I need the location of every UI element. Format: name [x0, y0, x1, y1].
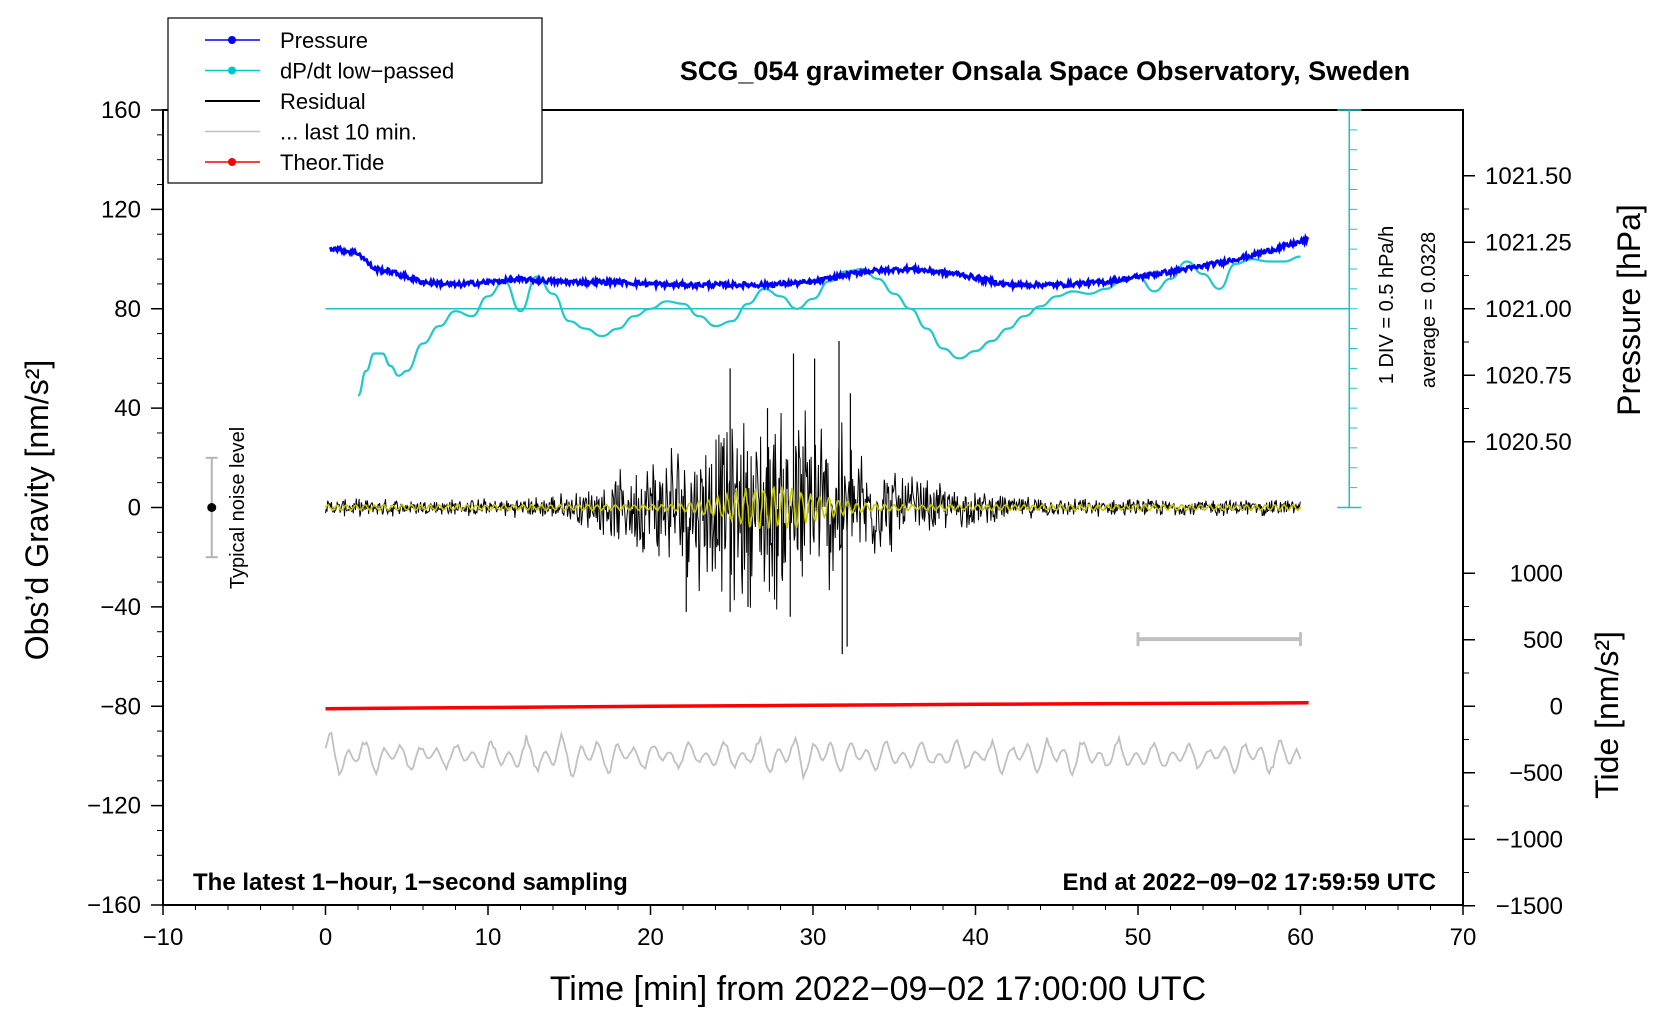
legend-marker [228, 158, 236, 166]
y-axis-title-left: Obs’d Gravity [nm/s²] [19, 360, 55, 661]
pressure-tick-label: 1021.00 [1485, 296, 1572, 323]
axis-layer: −10 0 10 20 30 40 50 60 70 160 120 80 40 0 −40 −80 −120 −… [87, 97, 1572, 951]
last-10-min-line [324, 730, 1302, 782]
y-tick-label: −80 [100, 693, 141, 720]
x-tick-label: 0 [319, 924, 332, 951]
pressure-tick-label: 1021.25 [1485, 229, 1572, 256]
pressure-line [328, 232, 1310, 293]
x-tick-label: 30 [800, 924, 827, 951]
legend-label: Residual [280, 89, 366, 114]
tide-tick-label: −1500 [1496, 893, 1563, 920]
legend-label: Pressure [280, 28, 368, 53]
y-axis-title-pressure: Pressure [hPa] [1611, 204, 1647, 416]
x-tick-label: 60 [1287, 924, 1314, 951]
legend-label: ... last 10 min. [280, 120, 417, 145]
tide-tick-label: 0 [1550, 693, 1563, 720]
last-10-min-layer [324, 730, 1302, 782]
tide-tick-label: 500 [1523, 627, 1563, 654]
y-tick-label: 120 [101, 196, 141, 223]
average-label: average = 0.0328 [1418, 232, 1440, 388]
y-tick-label: −160 [87, 892, 141, 919]
y-tick-label: 0 [128, 495, 141, 522]
tide-tick-label: −1000 [1496, 826, 1563, 853]
y-tick-label: 40 [114, 395, 141, 422]
tide-tick-label: −500 [1509, 760, 1563, 787]
legend-marker [228, 66, 236, 75]
x-tick-label: 70 [1450, 924, 1477, 951]
x-tick-label: 50 [1125, 924, 1152, 951]
end-time-note: End at 2022−09−02 17:59:59 UTC [1062, 869, 1436, 896]
residual-lowpassed-line [324, 485, 1302, 529]
legend: Pressure dP/dt low−passed Residual ... last… [167, 17, 543, 184]
noise-bar-center-dot [207, 503, 217, 512]
x-tick-label: 10 [475, 924, 502, 951]
legend-label: dP/dt low−passed [280, 59, 454, 84]
noise-level-label: Typical noise level [227, 427, 249, 589]
x-tick-label: 20 [637, 924, 664, 951]
div-label: 1 DIV = 0.5 hPa/h [1376, 226, 1398, 384]
chart-title: SCG_054 gravimeter Onsala Space Observat… [680, 56, 1410, 86]
pressure-tick-label: 1020.75 [1485, 362, 1572, 389]
tide-tick-label: 1000 [1510, 560, 1563, 587]
sampling-note: The latest 1−hour, 1−second sampling [193, 869, 628, 896]
y-axis-title-tide: Tide [nm/s²] [1589, 631, 1625, 799]
x-tick-label: −10 [143, 924, 184, 951]
pressure-layer [328, 232, 1310, 293]
y-tick-label: 160 [101, 97, 141, 124]
theor-tide-line [325, 701, 1309, 711]
residual-layer [324, 341, 1302, 655]
y-tick-label: −120 [87, 793, 141, 820]
legend-label: Theor.Tide [280, 150, 384, 175]
tide-layer [325, 701, 1309, 711]
legend-marker [228, 36, 236, 44]
x-axis-title: Time [min] from 2022−09−02 17:00:00 UTC [550, 970, 1206, 1008]
annotation-layer [205, 456, 1302, 647]
pressure-tick-label: 1020.50 [1485, 429, 1572, 456]
pressure-tick-label: 1021.50 [1485, 163, 1572, 190]
y-tick-label: 80 [114, 296, 141, 323]
y-tick-label: −40 [100, 594, 141, 621]
x-tick-label: 40 [962, 924, 989, 951]
